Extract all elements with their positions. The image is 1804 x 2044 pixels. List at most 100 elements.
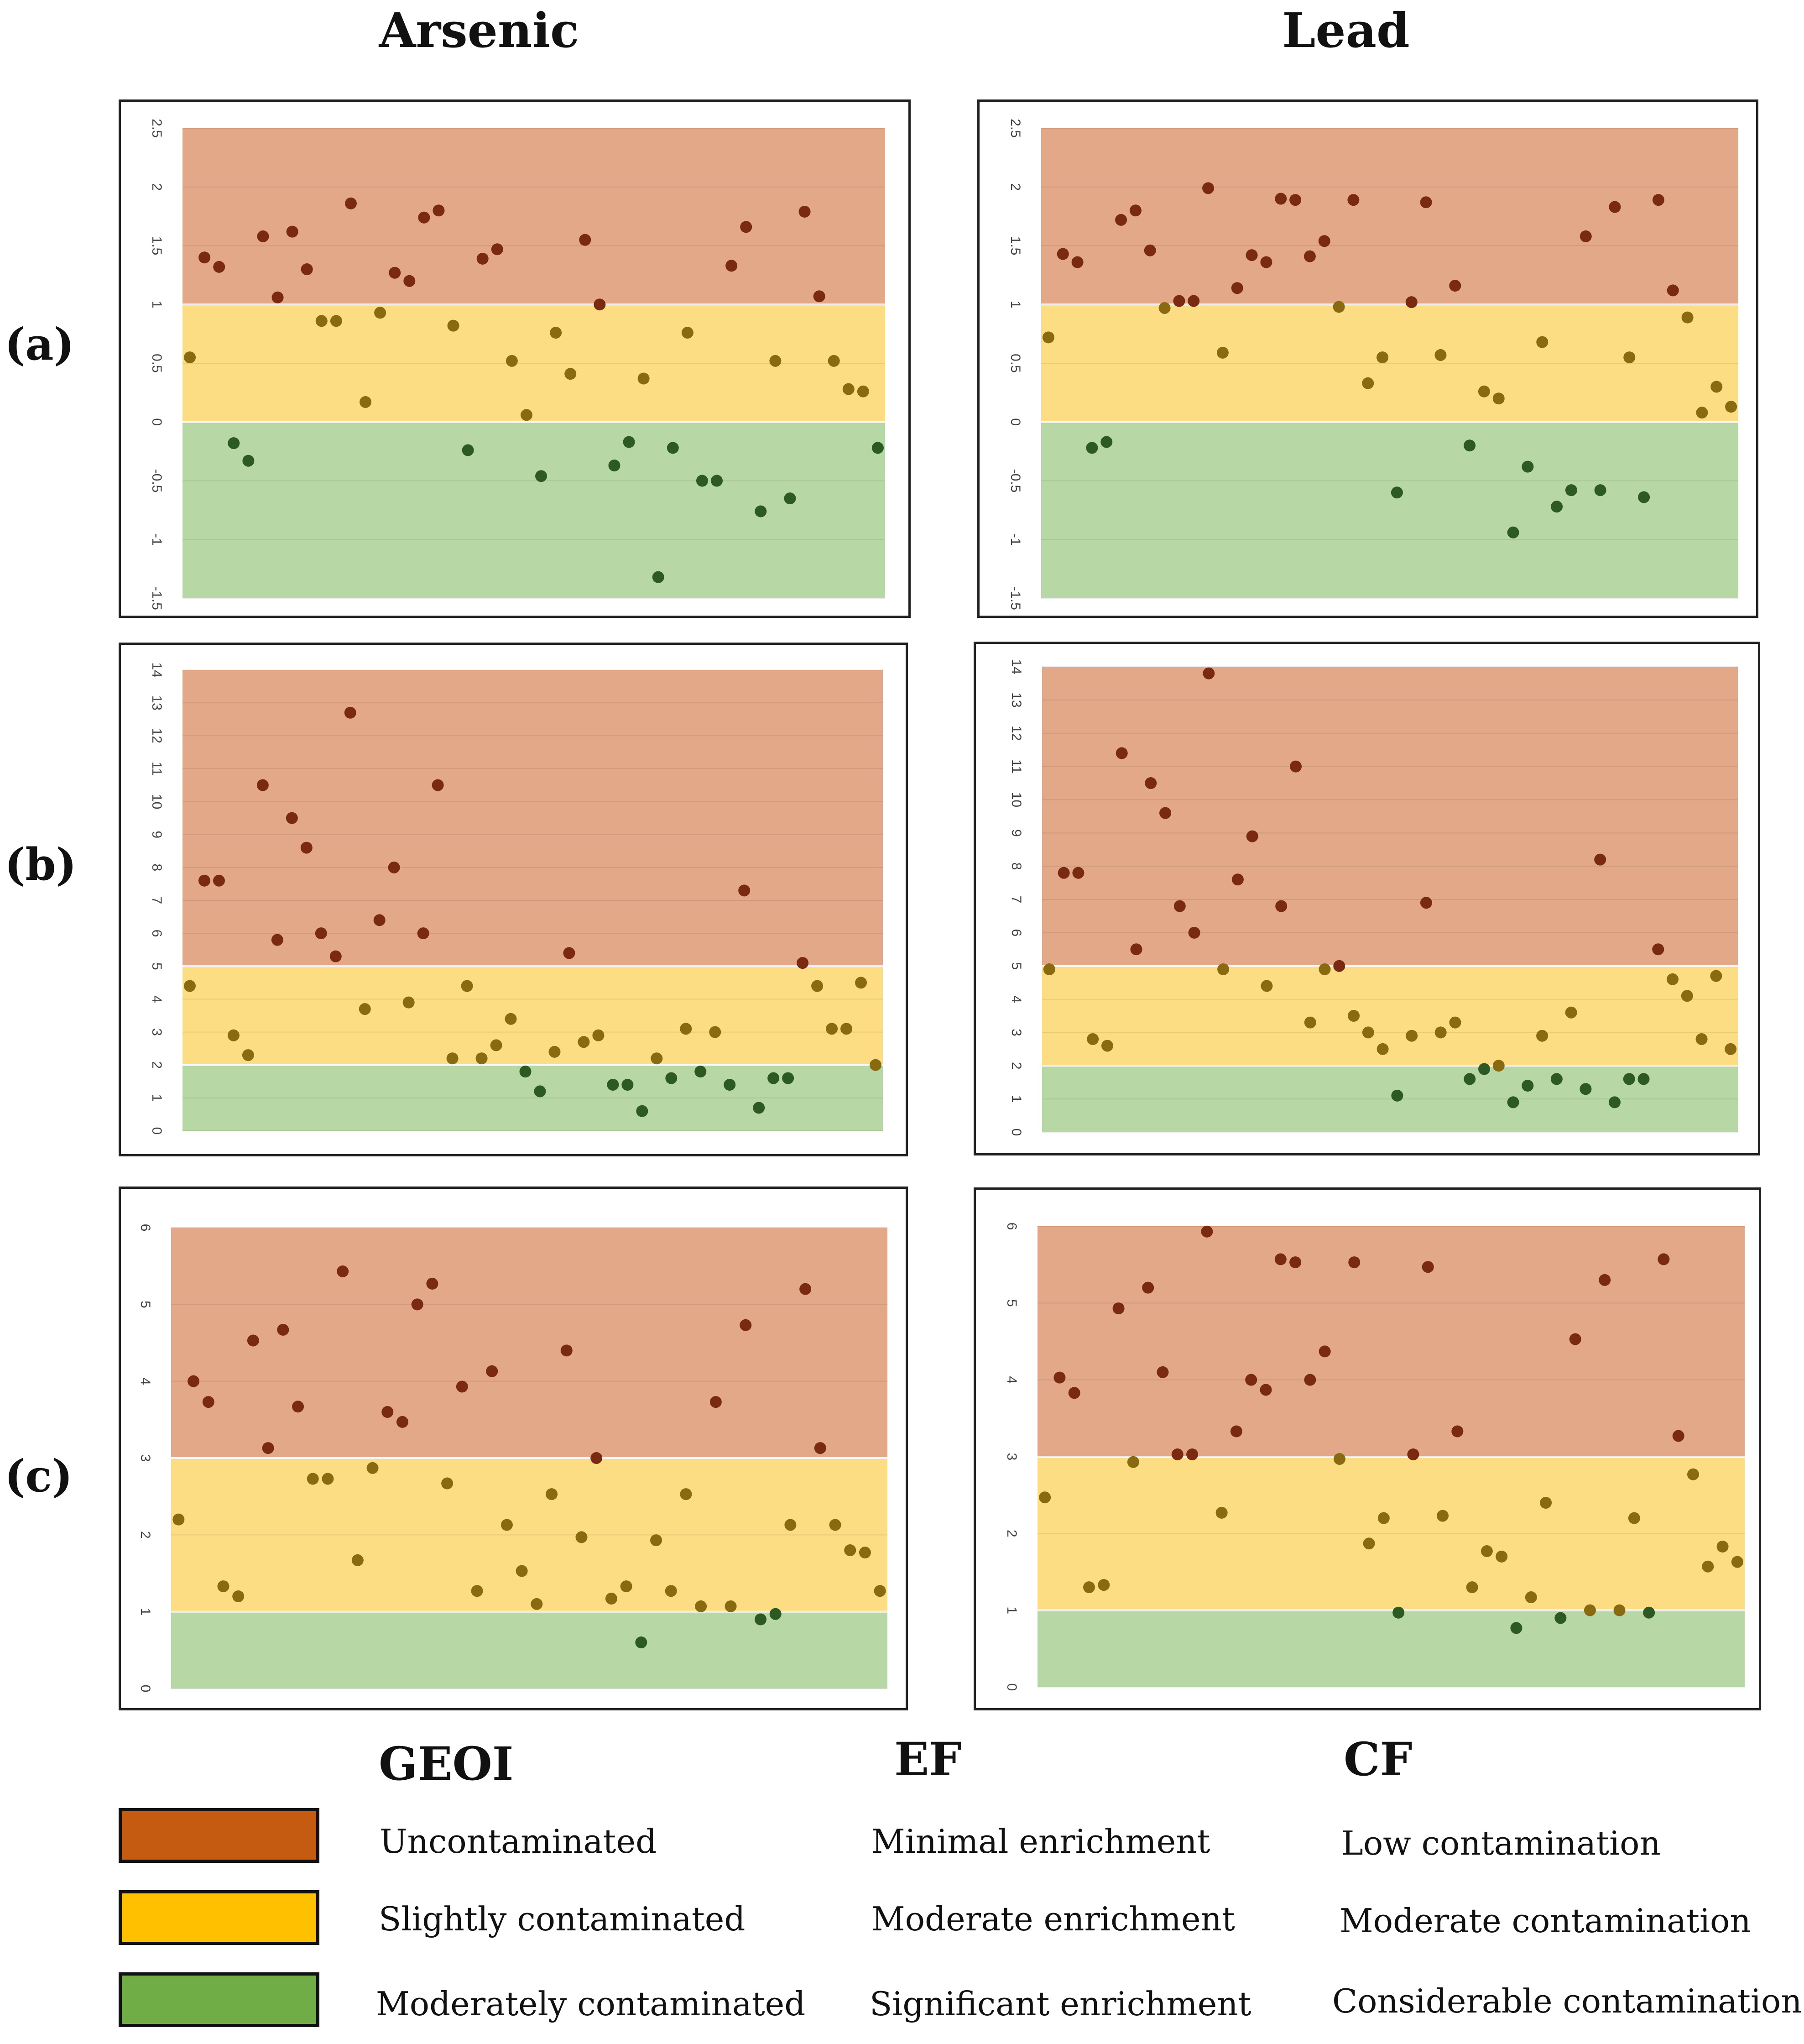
tick-label: 11 [149, 762, 164, 776]
data-point [798, 205, 811, 218]
data-point [1053, 1371, 1066, 1384]
data-point [1289, 194, 1302, 206]
data-point [1550, 1073, 1563, 1085]
data-point [1422, 1261, 1434, 1273]
data-point [1496, 1550, 1508, 1563]
data-point [1609, 201, 1621, 213]
data-point [1405, 296, 1418, 308]
data-point [1466, 1581, 1478, 1594]
data-point [188, 1375, 200, 1387]
data-point [1304, 1016, 1316, 1029]
data-point [360, 396, 372, 408]
legend-label-moderately-contaminated: Moderately contaminated [376, 1985, 806, 2023]
data-point [859, 1547, 871, 1559]
data-point [344, 197, 357, 209]
data-point [520, 409, 532, 421]
data-point [417, 927, 429, 940]
data-point [1540, 1497, 1552, 1509]
data-point [1522, 460, 1534, 473]
tick-label: 9 [149, 831, 164, 838]
data-point [1449, 1016, 1461, 1029]
data-point [1362, 377, 1374, 389]
data-point [1217, 963, 1230, 975]
data-point [680, 1488, 692, 1500]
data-point [1449, 280, 1461, 292]
data-point [695, 1600, 707, 1612]
tick-label: 3 [138, 1454, 153, 1462]
data-point [623, 436, 635, 448]
data-point [227, 1029, 240, 1041]
tick-label: 1 [138, 1608, 153, 1615]
data-point [694, 1066, 707, 1078]
data-point [724, 1079, 736, 1091]
data-point [1434, 1026, 1447, 1039]
data-point [1318, 235, 1330, 247]
tick-label: 2 [149, 1061, 164, 1069]
legend-label-slightly-contaminated: Slightly contaminated [379, 1900, 746, 1938]
data-point [579, 234, 591, 246]
data-point [286, 225, 298, 238]
panel-b-lead: 0 1 2 3 4 5 6 7 8 9 10 11 12 13 14 [974, 642, 1760, 1155]
data-point [1158, 302, 1171, 314]
data-point [1260, 256, 1272, 268]
data-point [1710, 381, 1723, 393]
data-point [1246, 249, 1258, 261]
data-point [1231, 873, 1244, 886]
data-point [426, 1277, 438, 1290]
tick-label: 6 [138, 1224, 153, 1232]
data-point [1731, 1556, 1743, 1568]
data-point [447, 319, 459, 332]
data-point [1071, 256, 1084, 268]
data-point [1201, 1225, 1213, 1238]
data-point [1142, 1281, 1154, 1294]
data-point [578, 1036, 590, 1048]
band-slightly [171, 1458, 887, 1612]
data-point [767, 1072, 780, 1084]
band-uncontaminated [182, 670, 883, 967]
tick-label: 3 [1009, 1029, 1024, 1036]
data-point [871, 442, 884, 454]
data-point [505, 1013, 517, 1025]
data-point [590, 1452, 603, 1464]
data-point [475, 1052, 488, 1065]
data-point [650, 1534, 662, 1547]
data-point [217, 1580, 229, 1593]
data-point [389, 267, 401, 279]
data-point [1274, 1253, 1287, 1265]
data-point [1068, 1387, 1080, 1399]
data-point [271, 291, 284, 303]
data-point [799, 1283, 812, 1295]
tick-label: 0 [1009, 1129, 1024, 1136]
data-point [665, 1072, 678, 1084]
data-point [1127, 1456, 1139, 1468]
tick-label: 2 [149, 183, 164, 191]
data-point [680, 1023, 692, 1035]
data-point [755, 505, 767, 518]
data-point [826, 1023, 838, 1035]
data-point [228, 437, 240, 450]
data-point [1628, 1512, 1640, 1524]
data-point [471, 1585, 483, 1597]
data-point [446, 1052, 459, 1065]
data-point [315, 315, 328, 327]
data-point [709, 1026, 721, 1038]
data-point [418, 211, 430, 224]
data-point [1569, 1333, 1581, 1345]
data-point [1594, 484, 1606, 497]
data-point [1289, 760, 1302, 773]
panel-b-arsenic: 0 1 2 3 4 5 6 7 8 9 10 11 12 13 14 [119, 643, 908, 1156]
tick-label: 3 [1004, 1453, 1019, 1461]
data-point [373, 914, 386, 926]
tick-label: 5 [1009, 962, 1024, 970]
data-point [433, 204, 445, 217]
data-point [1188, 926, 1200, 939]
tick-label: 13 [149, 695, 164, 710]
data-point [1623, 1073, 1635, 1085]
data-point [1319, 1345, 1331, 1358]
tick-label: 8 [1009, 863, 1024, 870]
data-point [456, 1380, 468, 1393]
tick-label: 5 [149, 962, 164, 970]
data-point [605, 1593, 617, 1605]
tick-label: 7 [149, 897, 164, 904]
